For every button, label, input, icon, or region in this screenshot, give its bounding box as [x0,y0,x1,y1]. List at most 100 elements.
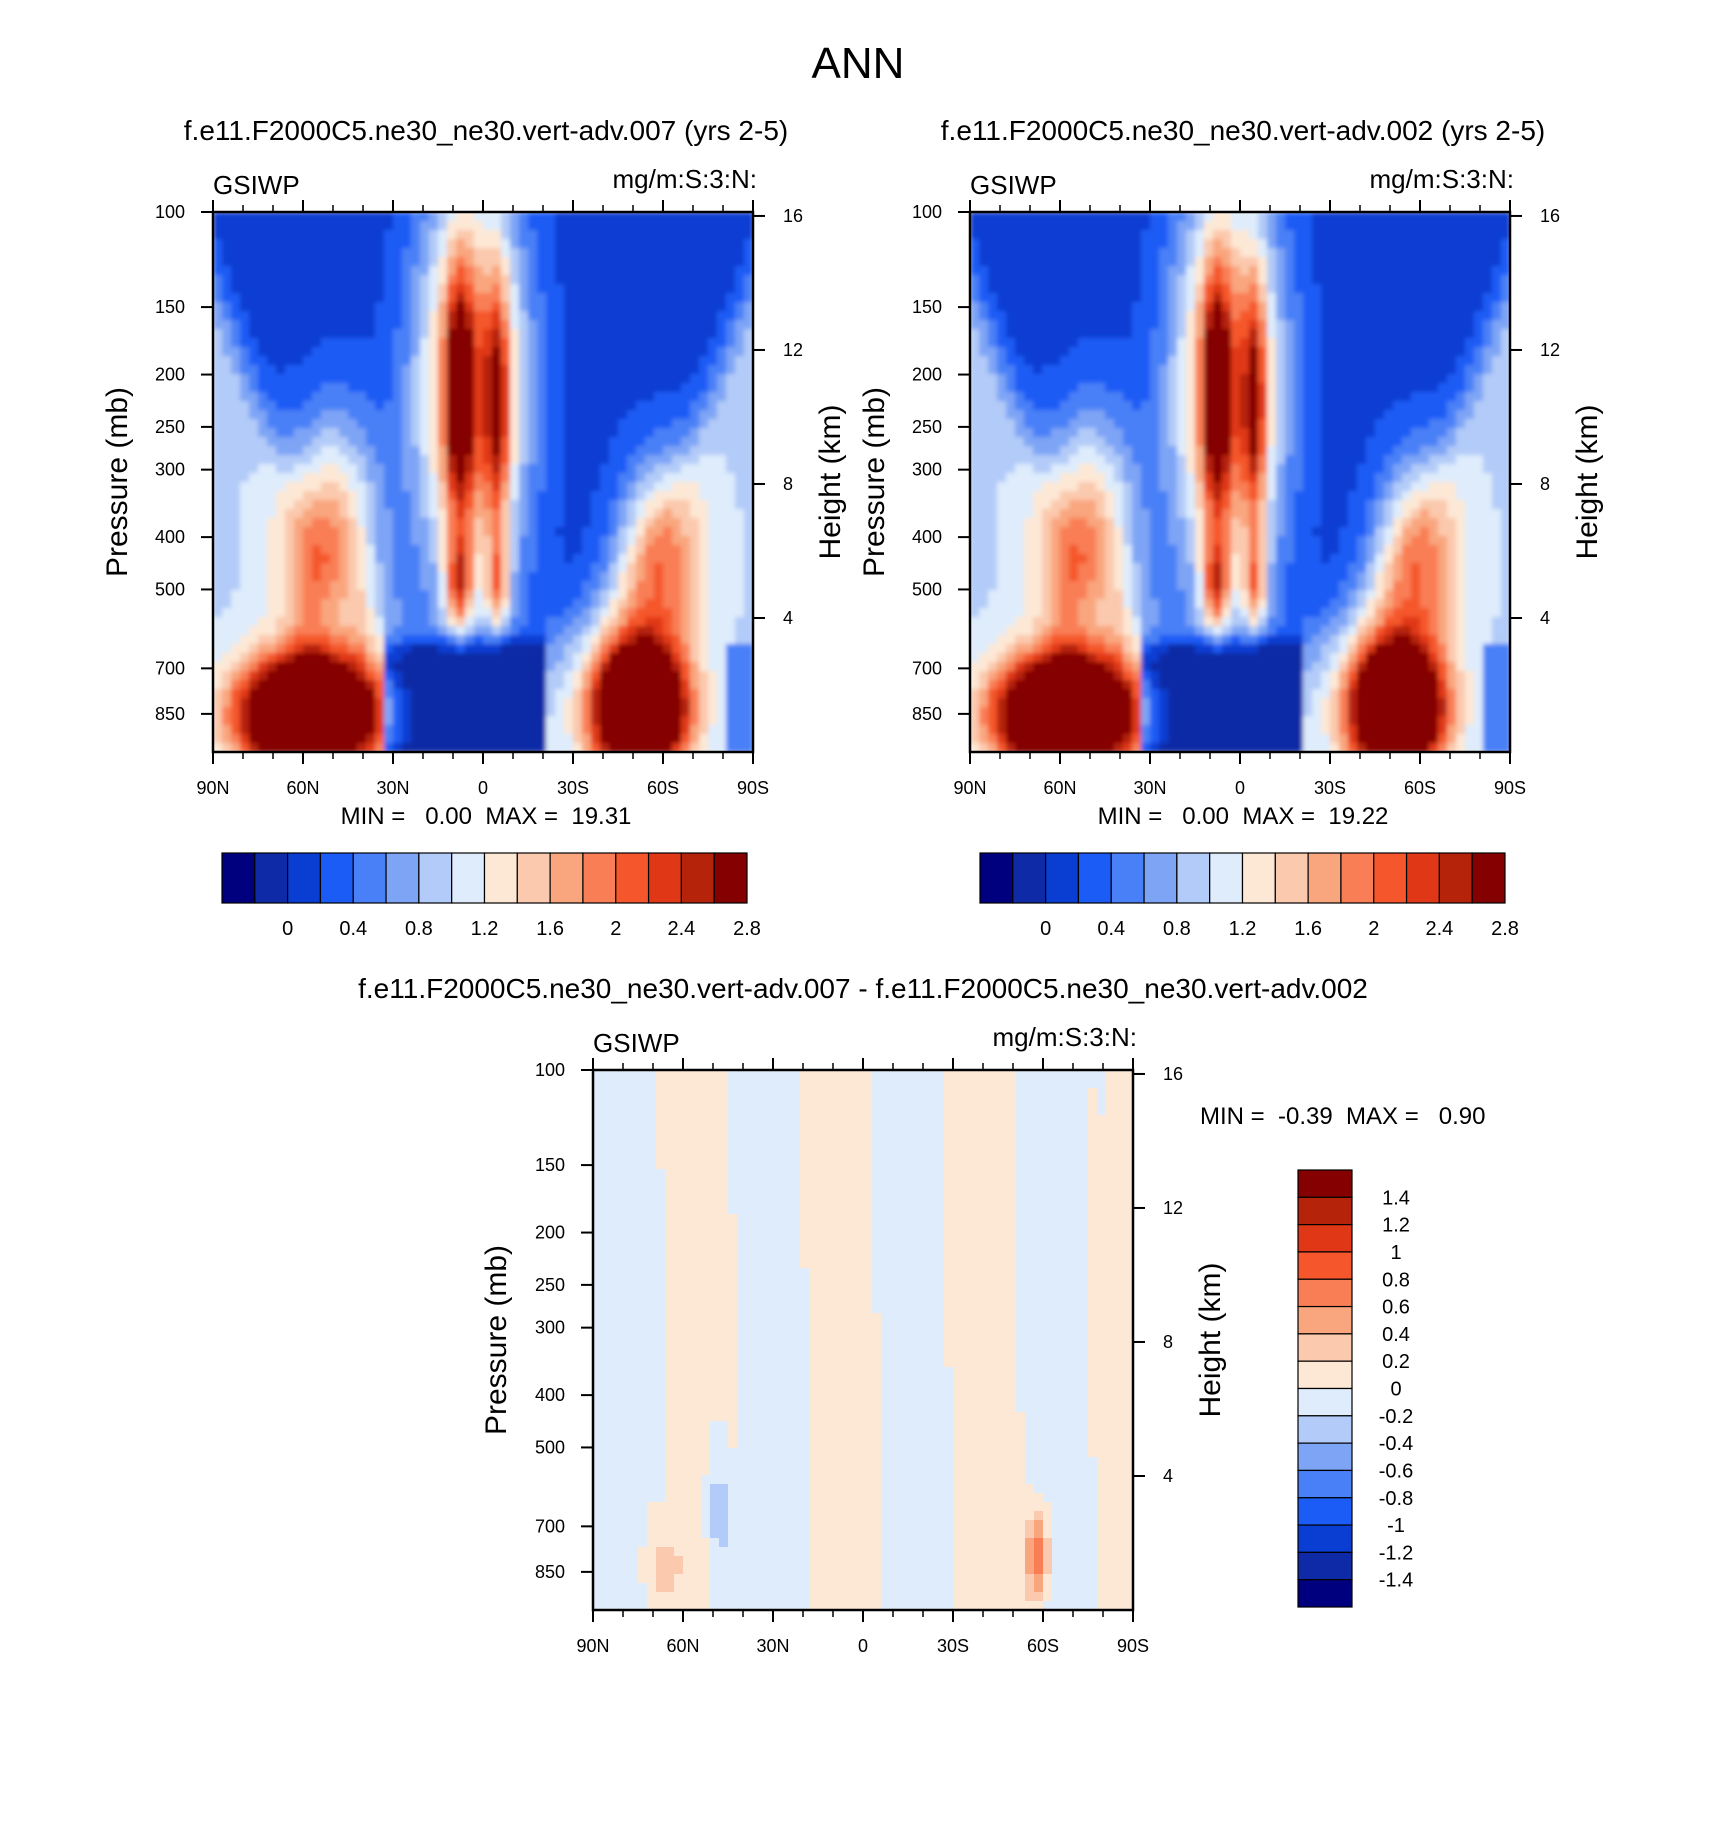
field-cell [1429,248,1439,258]
field-cell [726,689,736,699]
field-cell [375,212,385,222]
field-cell [690,401,700,411]
field-cell [240,734,250,744]
field-cell [573,230,583,240]
field-cell [447,617,457,627]
field-cell [537,536,547,546]
field-cell [1096,275,1106,285]
field-cell [1060,347,1070,357]
field-cell [312,266,322,276]
field-cell [672,266,682,276]
field-cell [1258,248,1268,258]
field-cell [1006,302,1016,312]
field-cell [258,698,268,708]
field-cell [699,572,709,582]
field-cell [1240,374,1250,384]
field-cell [393,419,403,429]
field-cell [375,482,385,492]
field-cell [690,302,700,312]
field-cell [564,428,574,438]
field-cell [456,680,466,690]
field-cell [276,293,286,303]
field-cell [213,698,223,708]
field-cell [708,734,718,744]
field-cell [321,383,331,393]
field-cell [429,302,439,312]
field-cell [321,347,331,357]
field-cell [411,257,421,267]
field-cell [1438,239,1448,249]
field-cell [375,563,385,573]
field-cell [1177,230,1187,240]
field-cell [636,365,646,375]
field-cell [1123,347,1133,357]
field-cell [744,509,753,519]
field-cell [1438,347,1448,357]
field-cell [537,500,547,510]
field-cell [258,464,268,474]
field-cell [1384,221,1394,231]
field-cell [249,455,259,465]
y-axis-label: Pressure (mb) [101,387,134,577]
field-cell [1222,338,1232,348]
field-cell [501,563,511,573]
field-cell [1429,293,1439,303]
field-cell [564,545,574,555]
field-cell [708,536,718,546]
field-cell [366,707,376,717]
field-cell [447,473,457,483]
field-cell [321,725,331,735]
field-cell [366,653,376,663]
field-cell [330,626,340,636]
field-cell [645,392,655,402]
field-cell [285,293,295,303]
field-cell [537,437,547,447]
field-cell [285,410,295,420]
field-cell [627,248,637,258]
field-cell [636,680,646,690]
field-cell [465,698,475,708]
field-cell [546,248,556,258]
field-cell [501,329,511,339]
field-cell [663,221,673,231]
field-cell [1042,338,1052,348]
field-cell [240,671,250,681]
field-cell [510,572,520,582]
field-cell [1132,284,1142,294]
field-cell [456,455,466,465]
field-cell [267,338,277,348]
field-cell [627,518,637,528]
field-cell [1330,266,1340,276]
field-cell [348,734,358,744]
field-cell [294,581,304,591]
field-cell [654,608,664,618]
stats-text: MIN = 0.00 MAX = 19.31 [341,803,632,830]
field-cell [312,680,322,690]
field-cell [1276,302,1286,312]
field-cell [294,518,304,528]
field-cell [375,743,385,752]
field-cell [492,707,502,717]
field-cell [402,716,412,726]
field-cell [627,482,637,492]
field-cell [1483,329,1493,339]
field-cell [222,293,232,303]
field-cell [348,293,358,303]
field-cell [303,221,313,231]
field-cell [213,689,223,699]
field-cell [339,374,349,384]
field-cell [717,599,727,609]
field-cell [357,716,367,726]
field-cell [285,698,295,708]
field-cell [1060,401,1070,411]
field-cell [645,374,655,384]
field-cell [618,725,628,735]
field-cell [402,572,412,582]
field-cell [285,383,295,393]
field-cell [249,383,259,393]
field-cell [501,590,511,600]
field-cell [537,221,547,231]
field-cell [294,473,304,483]
field-cell [447,365,457,375]
field-cell [708,662,718,672]
